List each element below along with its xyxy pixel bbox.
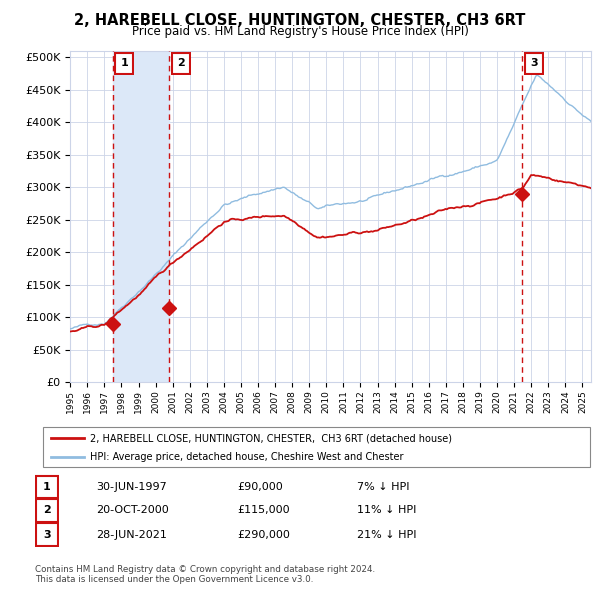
Text: 1: 1 xyxy=(43,482,50,491)
Text: 30-JUN-1997: 30-JUN-1997 xyxy=(96,482,167,491)
Text: 2, HAREBELL CLOSE, HUNTINGTON, CHESTER,  CH3 6RT (detached house): 2, HAREBELL CLOSE, HUNTINGTON, CHESTER, … xyxy=(90,434,452,444)
FancyBboxPatch shape xyxy=(36,476,58,498)
Text: 21% ↓ HPI: 21% ↓ HPI xyxy=(357,530,416,539)
Text: £115,000: £115,000 xyxy=(237,506,290,515)
FancyBboxPatch shape xyxy=(115,53,133,74)
FancyBboxPatch shape xyxy=(524,53,543,74)
Text: 28-JUN-2021: 28-JUN-2021 xyxy=(96,530,167,539)
FancyBboxPatch shape xyxy=(36,499,58,522)
FancyBboxPatch shape xyxy=(172,53,190,74)
Text: 2, HAREBELL CLOSE, HUNTINGTON, CHESTER, CH3 6RT: 2, HAREBELL CLOSE, HUNTINGTON, CHESTER, … xyxy=(74,13,526,28)
Text: 7% ↓ HPI: 7% ↓ HPI xyxy=(357,482,409,491)
Text: 1: 1 xyxy=(121,58,128,68)
Text: 3: 3 xyxy=(43,530,50,539)
Text: £290,000: £290,000 xyxy=(237,530,290,539)
Text: HPI: Average price, detached house, Cheshire West and Chester: HPI: Average price, detached house, Ches… xyxy=(90,453,403,462)
Text: £90,000: £90,000 xyxy=(237,482,283,491)
Text: 20-OCT-2000: 20-OCT-2000 xyxy=(96,506,169,515)
Text: 2: 2 xyxy=(177,58,185,68)
Text: Contains HM Land Registry data © Crown copyright and database right 2024.
This d: Contains HM Land Registry data © Crown c… xyxy=(35,565,375,584)
Text: Price paid vs. HM Land Registry's House Price Index (HPI): Price paid vs. HM Land Registry's House … xyxy=(131,25,469,38)
Text: 2: 2 xyxy=(43,506,50,515)
Text: 11% ↓ HPI: 11% ↓ HPI xyxy=(357,506,416,515)
FancyBboxPatch shape xyxy=(36,523,58,546)
Bar xyxy=(113,51,169,382)
Text: 3: 3 xyxy=(530,58,538,68)
